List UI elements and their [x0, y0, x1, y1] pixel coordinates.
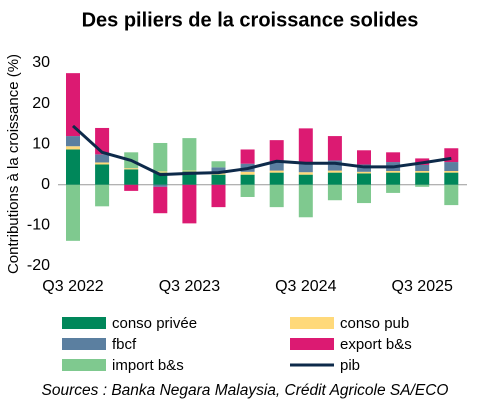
bar-segment — [298, 174, 313, 185]
bar-segment — [95, 154, 110, 163]
bar-segment — [415, 170, 430, 173]
bar-segment — [386, 172, 401, 185]
bar-segment — [327, 136, 342, 161]
bar-segment — [124, 169, 139, 185]
legend-label: conso privée — [112, 315, 197, 332]
bar-segment — [211, 184, 226, 208]
y-tick-label: 10 — [32, 135, 50, 152]
bar-segment — [269, 170, 284, 173]
legend-swatch — [290, 317, 334, 329]
bar-segment — [415, 172, 430, 185]
bar-segment — [386, 152, 401, 163]
y-tick-label: 30 — [32, 54, 50, 71]
bar-segment — [444, 184, 459, 206]
legend-swatch — [290, 338, 334, 350]
bar-segment — [95, 162, 110, 165]
bar-segment — [182, 170, 197, 172]
bar-segment — [327, 160, 342, 171]
bar-segment — [357, 150, 371, 165]
bar-segment — [327, 184, 342, 201]
x-tick-label: Q3 2024 — [275, 278, 336, 295]
bar-segment — [95, 184, 110, 207]
y-tick-label: -10 — [27, 217, 50, 234]
y-tick-label: -20 — [27, 257, 50, 274]
x-tick-label: Q3 2023 — [159, 278, 220, 295]
y-tick-label: 20 — [32, 95, 50, 112]
legend-label: export b&s — [340, 336, 412, 353]
bar-segment — [66, 136, 80, 147]
legend-label: pib — [340, 357, 360, 374]
bar-segment — [444, 162, 459, 171]
chart-title: Des piliers de la croissance solides — [82, 9, 419, 31]
bar-segment — [124, 184, 139, 191]
bar-segment — [153, 142, 168, 172]
bar-segment — [298, 172, 313, 175]
legend-swatch — [62, 338, 106, 350]
bar-segment — [327, 172, 342, 185]
bar-segment — [66, 149, 80, 185]
bar-segment — [66, 146, 80, 150]
bar-segment — [153, 184, 168, 187]
bar-segment — [269, 184, 284, 208]
legend-label: conso pub — [340, 315, 409, 332]
bar-segment — [269, 162, 284, 171]
bar-segment — [386, 170, 401, 173]
bar-segment — [153, 171, 168, 173]
bar-segment — [298, 164, 313, 173]
y-axis-label: Contributions à la croissance (%) — [5, 54, 22, 274]
bar-segment — [357, 184, 371, 204]
bar-segment — [269, 172, 284, 185]
bar-segment — [415, 164, 430, 171]
bar-segment — [386, 184, 401, 193]
bar-segment — [95, 164, 110, 185]
legend-swatch — [62, 317, 106, 329]
source: Sources : Banka Negara Malaysia, Crédit … — [42, 382, 449, 399]
bar-segment — [182, 138, 197, 171]
legend-swatch — [62, 359, 106, 371]
line — [71, 124, 452, 177]
bar-segment — [240, 149, 255, 164]
bar-segment — [66, 184, 80, 241]
bar-segment — [182, 184, 197, 224]
bar-segment — [240, 171, 255, 175]
bar-segment — [357, 171, 371, 174]
bar-segment — [240, 184, 255, 197]
bar-segment — [298, 128, 313, 165]
bar-segment — [298, 184, 313, 218]
legend-label: import b&s — [112, 357, 184, 374]
bar-segment — [211, 167, 226, 174]
bar-segment — [124, 168, 139, 170]
x-tick-label: Q3 2025 — [392, 278, 453, 295]
bar-segment — [269, 140, 284, 163]
bar-segment — [153, 186, 168, 214]
bar-segment — [444, 172, 459, 185]
bar-segment — [357, 173, 371, 185]
bar-segment — [211, 174, 226, 185]
bar-segment — [211, 161, 226, 168]
bar-segment — [327, 170, 342, 173]
bar-segment — [240, 174, 255, 185]
bar-segment — [415, 184, 430, 187]
bar-segment — [444, 170, 459, 173]
legend-label: fbcf — [112, 336, 137, 353]
bar-segment — [66, 73, 80, 137]
x-tick-label: Q3 2022 — [42, 278, 103, 295]
y-tick-label: 0 — [41, 176, 50, 193]
